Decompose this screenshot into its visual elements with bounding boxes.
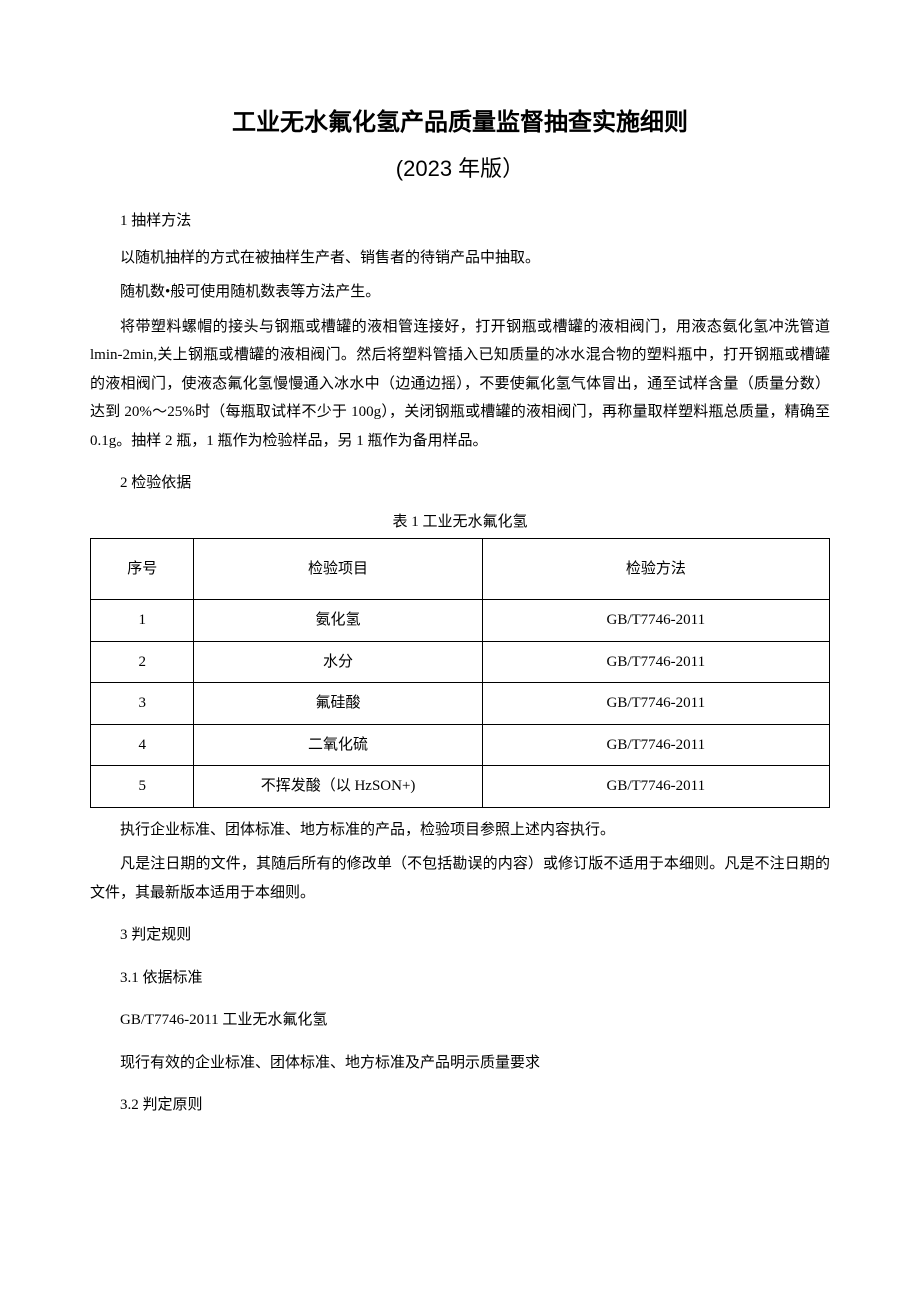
inspection-table: 序号 检验项目 检验方法 1 氨化氢 GB/T7746-2011 2 水分 GB… (90, 538, 830, 808)
section-2-para-1: 执行企业标准、团体标准、地方标准的产品，检验项目参照上述内容执行。 (90, 816, 830, 845)
table-row: 2 水分 GB/T7746-2011 (91, 641, 830, 683)
section-3-heading: 3 判定规则 (90, 921, 830, 950)
section-3-1-para-1: GB/T7746-2011 工业无水氟化氢 (90, 1006, 830, 1035)
table-cell: 不挥发酸（以 HzSON+) (194, 766, 482, 808)
section-3-2-heading: 3.2 判定原则 (90, 1091, 830, 1120)
section-1-para-3: 将带塑料螺帽的接头与钢瓶或槽罐的液相管连接好，打开钢瓶或槽罐的液相阀门，用液态氨… (90, 313, 830, 456)
table-row: 3 氟硅酸 GB/T7746-2011 (91, 683, 830, 725)
table-header-cell: 检验项目 (194, 539, 482, 600)
section-1-para-1: 以随机抽样的方式在被抽样生产者、销售者的待销产品中抽取。 (90, 244, 830, 273)
table-header-cell: 序号 (91, 539, 194, 600)
table-cell: GB/T7746-2011 (482, 683, 829, 725)
table-cell: GB/T7746-2011 (482, 600, 829, 642)
table-cell: 水分 (194, 641, 482, 683)
table-cell: 4 (91, 724, 194, 766)
section-3-1-heading: 3.1 依据标准 (90, 964, 830, 993)
section-1-para-2: 随机数•般可使用随机数表等方法产生。 (90, 278, 830, 307)
table-cell: 3 (91, 683, 194, 725)
table-cell: 氨化氢 (194, 600, 482, 642)
table-row: 5 不挥发酸（以 HzSON+) GB/T7746-2011 (91, 766, 830, 808)
table-cell: 氟硅酸 (194, 683, 482, 725)
table-cell: 二氧化硫 (194, 724, 482, 766)
table-row: 4 二氧化硫 GB/T7746-2011 (91, 724, 830, 766)
document-subtitle: (2023 年版） (90, 148, 830, 190)
table-cell: 2 (91, 641, 194, 683)
section-2-heading: 2 检验依据 (90, 469, 830, 498)
document-title: 工业无水氟化氢产品质量监督抽查实施细则 (90, 100, 830, 146)
table-cell: GB/T7746-2011 (482, 724, 829, 766)
table-cell: 5 (91, 766, 194, 808)
table-cell: GB/T7746-2011 (482, 766, 829, 808)
table-row: 1 氨化氢 GB/T7746-2011 (91, 600, 830, 642)
table-header-row: 序号 检验项目 检验方法 (91, 539, 830, 600)
table-cell: 1 (91, 600, 194, 642)
table-cell: GB/T7746-2011 (482, 641, 829, 683)
table-caption: 表 1 工业无水氟化氢 (90, 508, 830, 537)
table-header-cell: 检验方法 (482, 539, 829, 600)
section-2-para-2: 凡是注日期的文件，其随后所有的修改单（不包括勘误的内容）或修订版不适用于本细则。… (90, 850, 830, 907)
section-3-1-para-2: 现行有效的企业标准、团体标准、地方标准及产品明示质量要求 (90, 1049, 830, 1078)
section-1-heading: 1 抽样方法 (90, 207, 830, 236)
